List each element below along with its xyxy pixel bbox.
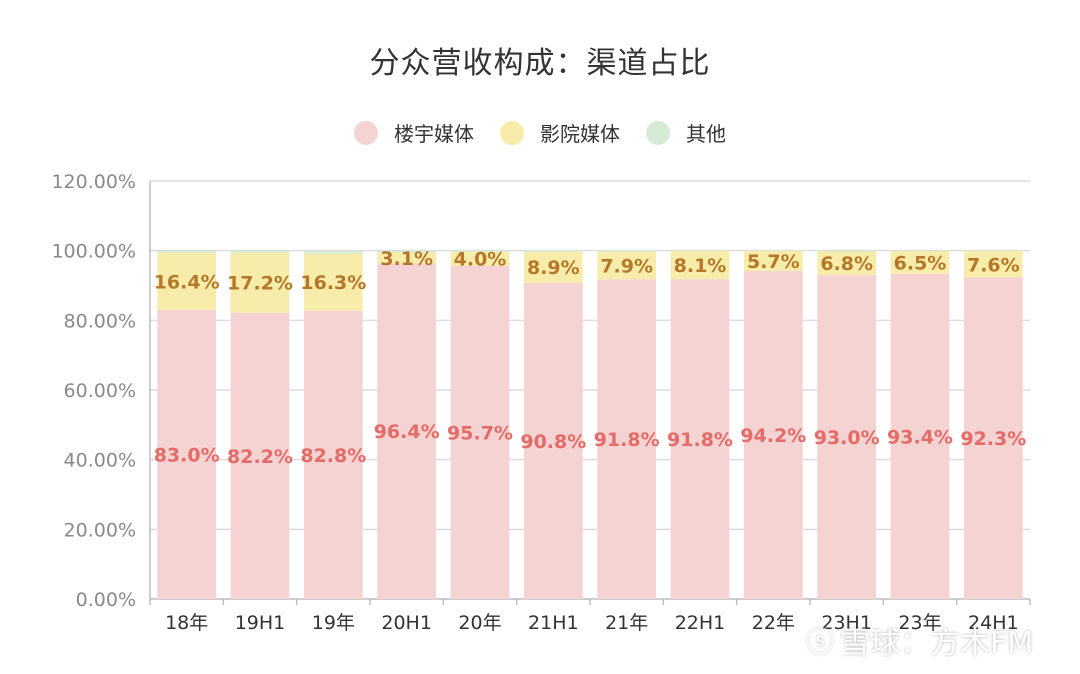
legend-item-building-media[interactable]: 楼宇媒体: [354, 118, 474, 147]
data-label-building-media: 82.8%: [300, 445, 366, 467]
watermark-text: 雪球：方木FM: [840, 626, 1034, 661]
legend-label-other: 其他: [686, 122, 726, 146]
bar-segment-building-media: [304, 310, 363, 599]
y-tick-label: 100.00%: [51, 241, 136, 263]
data-label-cinema-media: 8.9%: [527, 257, 580, 279]
bar-segment-building-media: [744, 270, 803, 599]
bar-segment-cinema-media: [524, 251, 583, 283]
bar-segment-cinema-media: [817, 251, 876, 276]
x-tick-label: 23年: [898, 612, 941, 634]
snowball-logo-icon: ⓢ: [806, 625, 835, 658]
data-label-cinema-media: 16.4%: [154, 271, 220, 293]
legend-swatch-other: [646, 120, 670, 145]
legend-swatch-building-media: [354, 120, 378, 145]
x-tick-label: 24H1: [968, 612, 1019, 634]
data-label-cinema-media: 3.1%: [380, 248, 433, 270]
data-label-cinema-media: 6.8%: [820, 253, 873, 275]
bar-segment-cinema-media: [597, 251, 656, 280]
bar-segment-other: [230, 250, 290, 253]
bar-segment-cinema-media: [377, 252, 436, 264]
legend-label-building-media: 楼宇媒体: [394, 122, 474, 146]
x-tick-label: 23H1: [821, 612, 872, 634]
data-label-building-media: 92.3%: [960, 428, 1026, 450]
x-tick-label: 18年: [165, 612, 208, 634]
legend-label-cinema-media: 影院媒体: [540, 122, 620, 146]
x-tick-label: 22H1: [675, 612, 726, 634]
x-tick-label: 22年: [752, 612, 795, 634]
bar-segment-building-media: [157, 309, 216, 599]
bar-segment-other: [597, 250, 656, 252]
bar-segment-building-media: [817, 275, 876, 599]
y-tick-label: 20.00%: [64, 519, 136, 541]
x-tick-label: 19H1: [235, 612, 286, 634]
data-label-building-media: 91.8%: [667, 429, 733, 451]
x-tick-label: 21年: [605, 612, 648, 634]
x-tick-label: 20H1: [381, 612, 432, 634]
data-label-cinema-media: 16.3%: [300, 272, 366, 294]
data-label-building-media: 93.0%: [814, 427, 880, 449]
data-label-cinema-media: 17.2%: [227, 273, 293, 295]
bar-segment-building-media: [597, 279, 656, 599]
bar-segment-building-media: [524, 282, 583, 599]
bar-segment-cinema-media: [670, 251, 730, 280]
data-label-cinema-media: 4.0%: [454, 249, 507, 271]
data-label-cinema-media: 7.9%: [600, 255, 653, 277]
data-label-building-media: 96.4%: [374, 421, 440, 443]
bar-segment-building-media: [890, 273, 950, 599]
data-label-cinema-media: 6.5%: [894, 252, 947, 274]
legend-swatch-cinema-media: [500, 120, 524, 145]
x-tick-label: 19年: [312, 612, 355, 634]
bar-segment-building-media: [964, 277, 1023, 599]
y-tick-label: 40.00%: [64, 450, 136, 472]
data-label-building-media: 94.2%: [740, 425, 806, 447]
data-label-building-media: 95.7%: [447, 422, 513, 444]
legend-item-other[interactable]: 其他: [646, 118, 726, 147]
chart-title: 分众营收构成：渠道占比: [369, 46, 711, 81]
bar-segment-building-media: [230, 312, 290, 599]
bar-segment-cinema-media: [304, 253, 363, 311]
bar-segment-building-media: [450, 265, 510, 599]
data-label-cinema-media: 8.1%: [674, 255, 727, 277]
y-tick-label: 80.00%: [64, 310, 136, 332]
y-tick-label: 0.00%: [76, 589, 136, 611]
data-label-cinema-media: 7.6%: [967, 254, 1020, 276]
bar-segment-cinema-media: [230, 252, 290, 313]
data-label-cinema-media: 5.7%: [747, 251, 800, 273]
bar-segment-other: [377, 250, 436, 253]
legend-item-cinema-media[interactable]: 影院媒体: [500, 118, 620, 147]
watermark: ⓢ 雪球：方木FM: [806, 618, 1033, 662]
bar-segment-building-media: [670, 279, 730, 599]
y-tick-label: 120.00%: [51, 171, 136, 193]
data-label-building-media: 90.8%: [520, 431, 586, 453]
bar-segment-other: [304, 250, 363, 254]
x-tick-label: 20年: [458, 612, 501, 634]
data-label-building-media: 91.8%: [594, 429, 660, 451]
data-label-building-media: 83.0%: [154, 444, 220, 466]
y-tick-label: 60.00%: [64, 380, 136, 402]
bar-segment-other: [524, 250, 583, 252]
bar-segment-cinema-media: [744, 251, 803, 271]
bar-segment-cinema-media: [157, 252, 216, 310]
bar-segment-cinema-media: [450, 251, 510, 266]
bar-segment-other: [817, 250, 876, 252]
x-tick-label: 21H1: [528, 612, 579, 634]
bar-segment-other: [450, 250, 510, 252]
bar-segment-cinema-media: [964, 251, 1023, 278]
data-label-building-media: 93.4%: [887, 426, 953, 448]
data-label-building-media: 82.2%: [227, 446, 293, 468]
bar-segment-building-media: [377, 263, 436, 599]
bar-segment-other: [157, 250, 216, 253]
legend: 楼宇媒体 影院媒体 其他: [0, 118, 1080, 147]
bar-segment-cinema-media: [890, 251, 950, 274]
